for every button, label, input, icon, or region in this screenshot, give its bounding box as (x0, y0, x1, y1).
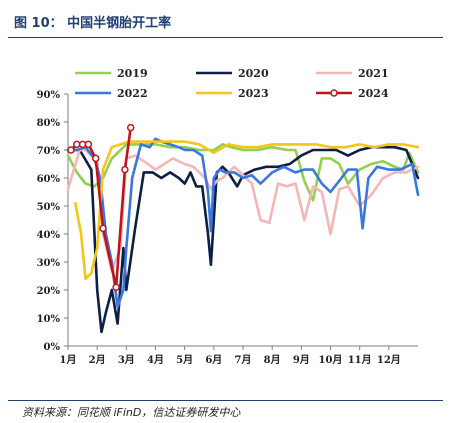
chart-legend: 2019 2020 2021 2022 2023 2024 (75, 67, 389, 100)
series-point-2024 (84, 140, 93, 149)
x-tick-label: 10月 (319, 354, 343, 366)
series-point-2024 (121, 165, 129, 174)
x-tick-label: 1月 (60, 354, 77, 366)
y-tick-label: 10% (37, 314, 61, 325)
series-point-2024 (126, 123, 135, 132)
x-tick-label: 11月 (348, 354, 372, 366)
y-tick-label: 90% (37, 90, 61, 101)
series-point-2024 (67, 146, 75, 154)
y-tick-label: 70% (37, 146, 61, 157)
legend-label-2019: 2019 (117, 67, 148, 80)
x-tick-label: 4月 (147, 354, 164, 366)
y-axis: 0% 10% 20% 30% 40% 50% 60% 70% 80% 90% (37, 90, 69, 353)
y-tick-label: 30% (37, 258, 61, 269)
legend-label-2020: 2020 (238, 67, 269, 80)
legend-label-2021: 2021 (358, 67, 389, 80)
series-line-2020 (66, 145, 420, 334)
series-line-2022 (66, 137, 420, 309)
x-tick-label: 7月 (235, 354, 252, 366)
source-note: 资料来源：同花顺 iFinD，信达证券研发中心 (22, 406, 241, 419)
footer-divider (8, 400, 443, 401)
x-tick-label: 8月 (264, 354, 281, 366)
series-point-2024 (91, 154, 100, 163)
x-tick-label: 5月 (176, 354, 193, 366)
legend-label-2023: 2023 (238, 87, 269, 100)
y-tick-label: 50% (37, 202, 61, 213)
x-tick-label: 3月 (118, 354, 135, 366)
x-tick-label: 9月 (293, 354, 310, 366)
x-tick-label: 2月 (89, 354, 106, 366)
title-divider (8, 37, 443, 38)
y-tick-label: 0% (44, 342, 61, 353)
x-tick-label: 12月 (377, 354, 401, 366)
y-tick-label: 40% (37, 230, 61, 241)
x-axis: 1月 2月 3月 4月 5月 6月 7月 8月 9月 10月 11月 12月 (60, 345, 418, 366)
chart-title: 图 10： 中国半钢胎开工率 (14, 16, 172, 31)
legend-label-2022: 2022 (117, 87, 148, 100)
y-tick-label: 60% (37, 174, 61, 185)
y-tick-label: 80% (37, 118, 61, 129)
x-tick-label: 6月 (205, 354, 222, 366)
legend-marker-2024 (330, 89, 338, 97)
plot-area (66, 123, 420, 334)
series-line-2023 (74, 140, 420, 281)
series-line-2019 (66, 143, 420, 202)
series-point-2024 (99, 224, 107, 233)
series-point-2024 (112, 283, 120, 291)
y-tick-label: 20% (37, 286, 61, 297)
legend-label-2024: 2024 (358, 87, 389, 100)
